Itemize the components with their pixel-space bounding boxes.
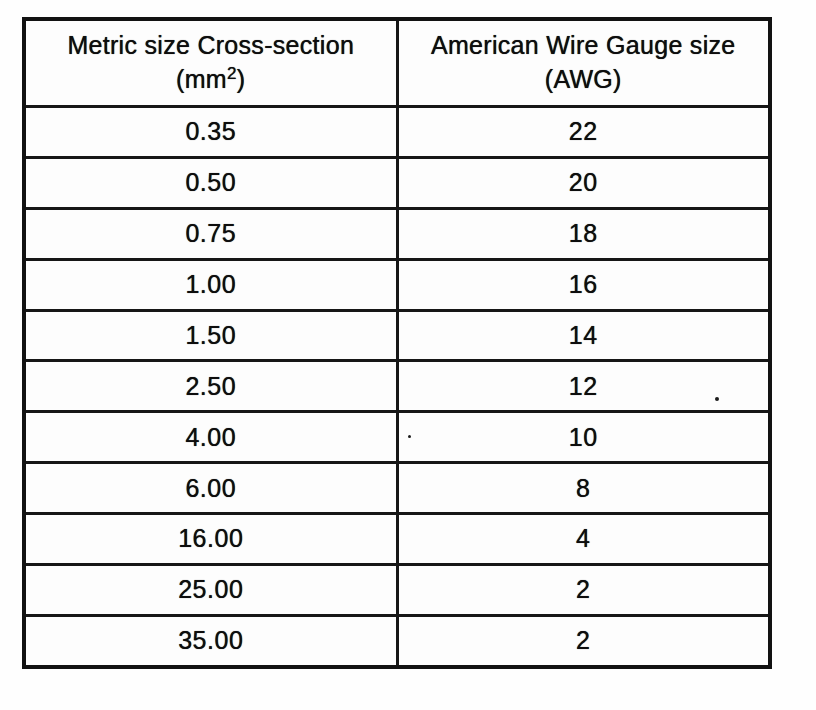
awg-cell: 20: [397, 157, 770, 208]
metric-cell: 2.50: [24, 361, 397, 412]
awg-cell: 8: [397, 463, 770, 514]
table-row: 25.00 2: [24, 564, 770, 615]
metric-cell: 4.00: [24, 412, 397, 463]
metric-cell: 0.75: [24, 208, 397, 259]
table-row: 0.35 22: [24, 107, 770, 158]
awg-cell: 2: [397, 615, 770, 667]
scanned-page: Metric size Cross-section (mm2) American…: [0, 0, 816, 710]
column-header-metric-size: Metric size Cross-section (mm2): [24, 19, 397, 107]
scan-speck: [715, 397, 719, 401]
scan-speck: [408, 435, 411, 438]
awg-cell: 16: [397, 259, 770, 310]
table-row: 0.50 20: [24, 157, 770, 208]
awg-header-unit: (AWG): [545, 65, 622, 93]
metric-unit-superscript: 2: [227, 64, 237, 83]
awg-cell: 10: [397, 412, 770, 463]
metric-header-title: Metric size Cross-section: [67, 31, 354, 59]
table-row: 6.00 8: [24, 463, 770, 514]
table-row: 2.50 12: [24, 361, 770, 412]
header-row: Metric size Cross-section (mm2) American…: [24, 19, 770, 107]
awg-header-title: American Wire Gauge size: [431, 31, 736, 59]
column-header-awg-size: American Wire Gauge size (AWG): [397, 19, 770, 107]
metric-header-unit: (mm2): [176, 65, 245, 93]
awg-cell: 14: [397, 310, 770, 361]
metric-cell: 25.00: [24, 564, 397, 615]
awg-cell: 12: [397, 361, 770, 412]
metric-cell: 0.35: [24, 107, 397, 158]
table-row: 16.00 4: [24, 514, 770, 565]
table-row: 0.75 18: [24, 208, 770, 259]
metric-cell: 0.50: [24, 157, 397, 208]
metric-cell: 6.00: [24, 463, 397, 514]
table-row: 1.50 14: [24, 310, 770, 361]
awg-cell: 4: [397, 514, 770, 565]
table-row: 1.00 16: [24, 259, 770, 310]
awg-cell: 18: [397, 208, 770, 259]
metric-cell: 1.00: [24, 259, 397, 310]
metric-cell: 35.00: [24, 615, 397, 667]
metric-cell: 1.50: [24, 310, 397, 361]
awg-cell: 22: [397, 107, 770, 158]
table-row: 35.00 2: [24, 615, 770, 667]
metric-cell: 16.00: [24, 514, 397, 565]
wire-gauge-conversion-table: Metric size Cross-section (mm2) American…: [22, 17, 772, 669]
table-row: 4.00 10: [24, 412, 770, 463]
awg-cell: 2: [397, 564, 770, 615]
